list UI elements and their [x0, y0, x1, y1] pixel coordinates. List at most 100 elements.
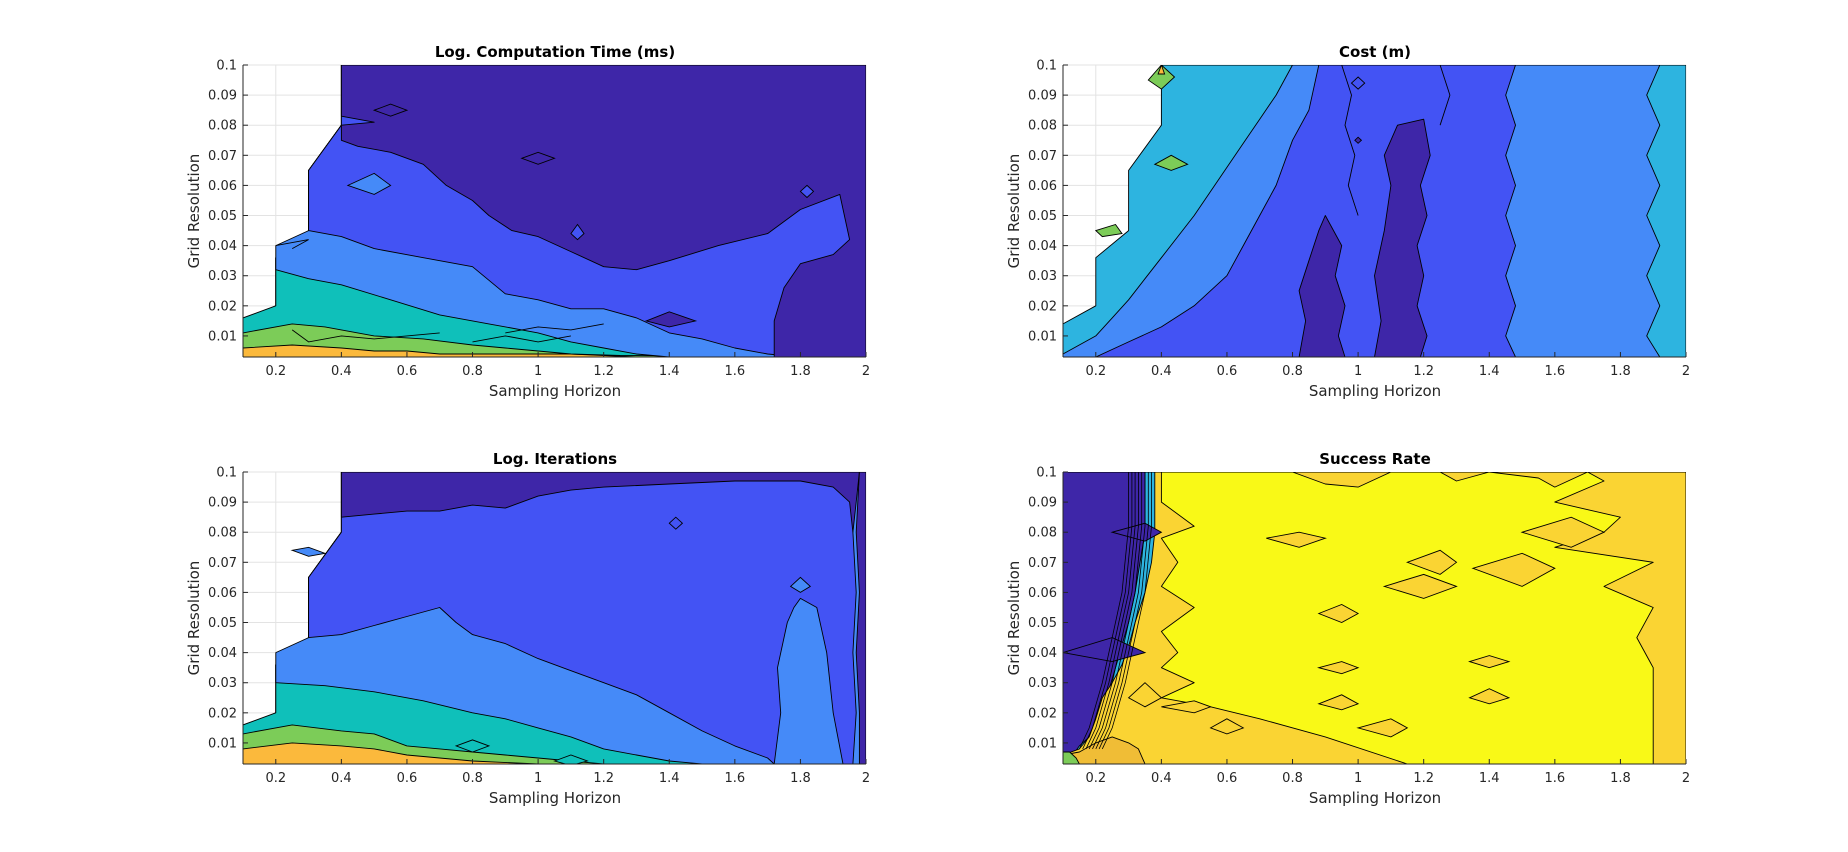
success-rate-y-tick-label: 0.06	[1028, 586, 1057, 601]
success-rate-contour-island	[1468, 655, 1511, 669]
iterations-y-tick-label: 0.05	[208, 616, 237, 631]
success-rate-y-tick-label: 0.1	[1036, 466, 1057, 481]
cost-x-tick-label: 1.4	[1479, 364, 1500, 379]
iterations-contour-region	[855, 472, 866, 764]
success-rate-y-tick-label: 0.07	[1028, 556, 1057, 571]
iterations-xlabel: Sampling Horizon	[489, 789, 621, 807]
success-rate-contour-island	[1468, 688, 1511, 705]
success-rate-steep-contour-line	[1088, 472, 1139, 750]
success-rate-steep-contour-line	[1082, 472, 1133, 750]
success-rate-x-tick-label: 1.6	[1544, 771, 1565, 786]
computation-time-panel: Log. Computation Time (ms) Sampling Hori…	[185, 43, 870, 400]
cost-y-tick-label: 0.07	[1028, 149, 1057, 164]
success-rate-ylabel: Grid Resolution	[1005, 561, 1023, 676]
success-rate-y-tick-label: 0.09	[1028, 496, 1057, 511]
success-rate-title: Success Rate	[1319, 450, 1431, 468]
success-rate-x-tick-label: 0.2	[1085, 771, 1106, 786]
success-rate-steep-contour-line	[1092, 472, 1143, 750]
computation-time-contour-island	[799, 184, 815, 199]
success-rate-x-tick-label: 1.2	[1413, 771, 1434, 786]
iterations-y-tick-label: 0.07	[208, 556, 237, 571]
iterations-contour-island	[454, 739, 491, 753]
computation-time-contour-island	[520, 151, 556, 165]
cost-x-tick-label: 1	[1354, 364, 1362, 379]
cost-contour-line	[1341, 65, 1359, 216]
success-rate-y-tick-label: 0.08	[1028, 526, 1057, 541]
iterations-y-tick-label: 0.06	[208, 586, 237, 601]
computation-time-y-tick-label: 0.02	[208, 299, 237, 314]
iterations-y-tick-label: 0.04	[208, 646, 237, 661]
iterations-x-tick-label: 1.2	[593, 771, 614, 786]
cost-y-tick-label: 0.1	[1036, 59, 1057, 74]
success-rate-contour-island	[1127, 682, 1163, 708]
cost-y-tick-label: 0.02	[1028, 299, 1057, 314]
computation-time-y-tick-label: 0.1	[216, 59, 237, 74]
success-rate-x-tick-label: 2	[1682, 771, 1690, 786]
success-rate-x-tick-label: 1	[1354, 771, 1362, 786]
success-rate-contour-island	[1520, 516, 1606, 548]
cost-y-tick-label: 0.08	[1028, 119, 1057, 134]
success-rate-steep-contour-line	[1079, 472, 1129, 750]
iterations-x-tick-label: 0.8	[462, 771, 483, 786]
cost-x-tick-label: 0.2	[1085, 364, 1106, 379]
cost-x-tick-label: 1.6	[1544, 364, 1565, 379]
computation-time-contour-island	[346, 172, 392, 195]
iterations-y-tick-label: 0.1	[216, 466, 237, 481]
iterations-panel: Log. Iterations Sampling Horizon Grid Re…	[185, 450, 870, 807]
success-rate-y-tick-label: 0.01	[1028, 736, 1057, 751]
iterations-x-tick-label: 2	[862, 771, 870, 786]
success-rate-xlabel: Sampling Horizon	[1309, 789, 1441, 807]
computation-time-contour-island	[644, 311, 698, 328]
iterations-y-tick-label: 0.03	[208, 676, 237, 691]
computation-time-x-tick-label: 1.4	[659, 364, 680, 379]
success-rate-contour-island	[1356, 718, 1409, 738]
iterations-x-tick-label: 0.2	[265, 771, 286, 786]
success-rate-contour-island	[1209, 718, 1245, 735]
computation-time-title: Log. Computation Time (ms)	[435, 43, 675, 61]
computation-time-contour-line	[472, 335, 571, 343]
iterations-y-tick-label: 0.09	[208, 496, 237, 511]
iterations-x-tick-label: 1.4	[659, 771, 680, 786]
success-rate-contour-island	[1382, 573, 1458, 599]
computation-time-y-tick-label: 0.05	[208, 209, 237, 224]
computation-time-y-tick-label: 0.08	[208, 119, 237, 134]
success-rate-y-tick-label: 0.05	[1028, 616, 1057, 631]
computation-time-y-tick-label: 0.03	[208, 269, 237, 284]
iterations-contour-region	[308, 472, 857, 764]
iterations-y-tick-label: 0.08	[208, 526, 237, 541]
success-rate-contour-island	[1405, 549, 1458, 575]
success-rate-x-tick-label: 0.4	[1151, 771, 1172, 786]
computation-time-contour-line	[505, 323, 604, 334]
computation-time-contour-island	[570, 223, 585, 241]
computation-time-contour-region	[340, 65, 866, 357]
cost-contour-island	[1157, 65, 1166, 75]
cost-xlabel: Sampling Horizon	[1309, 382, 1441, 400]
success-rate-contour-island	[1317, 694, 1360, 711]
computation-time-x-tick-label: 1.8	[790, 364, 811, 379]
success-rate-steep-contour-line	[1095, 472, 1146, 750]
cost-ylabel: Grid Resolution	[1005, 154, 1023, 269]
cost-contour-island	[1153, 154, 1189, 171]
computation-time-y-tick-label: 0.04	[208, 239, 237, 254]
iterations-x-tick-label: 1.6	[724, 771, 745, 786]
success-rate-panel: Success Rate Sampling Horizon Grid Resol…	[1005, 450, 1690, 807]
iterations-contour-region	[340, 472, 860, 533]
iterations-contour-island	[553, 754, 589, 764]
cost-x-tick-label: 0.6	[1217, 364, 1238, 379]
computation-time-x-tick-label: 1	[534, 364, 542, 379]
computation-time-y-tick-label: 0.09	[208, 89, 237, 104]
cost-y-tick-label: 0.06	[1028, 179, 1057, 194]
success-rate-x-tick-label: 1.4	[1479, 771, 1500, 786]
computation-time-x-tick-label: 1.6	[724, 364, 745, 379]
cost-contour-island	[1354, 136, 1363, 144]
iterations-title: Log. Iterations	[493, 450, 617, 468]
success-rate-contour-island	[1317, 661, 1360, 675]
cost-y-tick-label: 0.04	[1028, 239, 1057, 254]
success-rate-contour-island	[1471, 552, 1556, 587]
cost-y-tick-label: 0.03	[1028, 269, 1057, 284]
cost-contour-line	[1439, 65, 1451, 126]
iterations-contour-island	[789, 576, 812, 593]
computation-time-contour-island	[372, 103, 409, 117]
iterations-x-tick-label: 0.6	[397, 771, 418, 786]
